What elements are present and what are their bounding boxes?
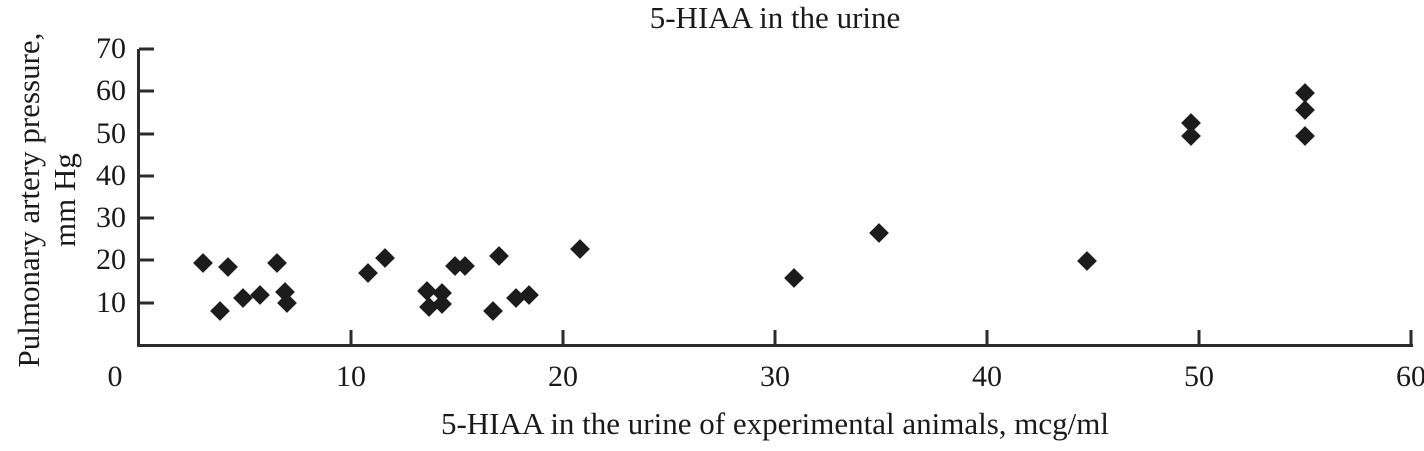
y-tick-label: 60 — [96, 74, 126, 108]
data-point — [519, 285, 539, 305]
y-tick — [139, 132, 154, 136]
x-tick-label: 10 — [336, 360, 366, 393]
y-tick-label: 40 — [96, 158, 126, 192]
x-tick-label: 0 — [107, 360, 123, 393]
y-tick — [139, 89, 154, 93]
y-tick — [139, 47, 154, 51]
x-tick-label: 50 — [1184, 360, 1214, 393]
data-point — [1180, 126, 1201, 146]
x-tick-label: 20 — [548, 360, 578, 393]
x-tick — [773, 330, 777, 345]
data-point — [784, 268, 804, 289]
data-point — [483, 301, 503, 322]
data-point — [432, 294, 453, 315]
data-point — [1295, 125, 1315, 146]
data-point — [570, 239, 590, 260]
data-point — [455, 255, 476, 276]
data-point — [266, 253, 287, 274]
data-point — [232, 288, 253, 309]
y-tick — [139, 216, 154, 220]
x-tick-label: 40 — [972, 360, 1002, 393]
data-point — [192, 252, 213, 273]
data-point — [218, 256, 238, 277]
x-tick-label: 60 — [1396, 360, 1424, 393]
x-tick — [1197, 330, 1201, 345]
data-point — [249, 285, 270, 305]
x-tick-label: 30 — [760, 360, 790, 393]
data-point — [1295, 100, 1315, 121]
data-point — [868, 223, 889, 243]
y-tick — [139, 174, 154, 178]
data-point — [209, 301, 230, 322]
plot-area: 10 20 30 40 50 60 70 0 10 20 30 40 50 60 — [96, 34, 1424, 392]
y-axis-label-line2: mm Hg — [47, 153, 82, 247]
chart-title: 5-HIAA in the urine — [649, 0, 901, 35]
data-point — [489, 246, 510, 267]
y-axis-label-line1: Pulmonary artery pressure, — [11, 32, 46, 368]
data-point — [1076, 251, 1097, 272]
x-tick — [561, 330, 565, 345]
data-point — [358, 263, 378, 284]
y-tick-label: 30 — [96, 201, 126, 235]
x-tick — [1409, 330, 1413, 345]
x-axis-line — [137, 344, 1413, 347]
y-axis-line — [137, 49, 140, 347]
y-tick-label: 70 — [96, 32, 126, 65]
data-point — [375, 248, 395, 269]
x-tick — [349, 330, 353, 345]
x-tick — [985, 330, 989, 345]
y-tick — [139, 301, 154, 305]
y-tick-label: 50 — [96, 116, 126, 150]
y-tick — [139, 258, 154, 262]
y-axis-label: Pulmonary artery pressure, mm Hg — [11, 0, 83, 400]
y-tick-label: 20 — [96, 243, 126, 277]
y-tick-label: 10 — [96, 285, 126, 319]
x-axis-label: 5-HIAA in the urine of experimental anim… — [440, 406, 1110, 441]
